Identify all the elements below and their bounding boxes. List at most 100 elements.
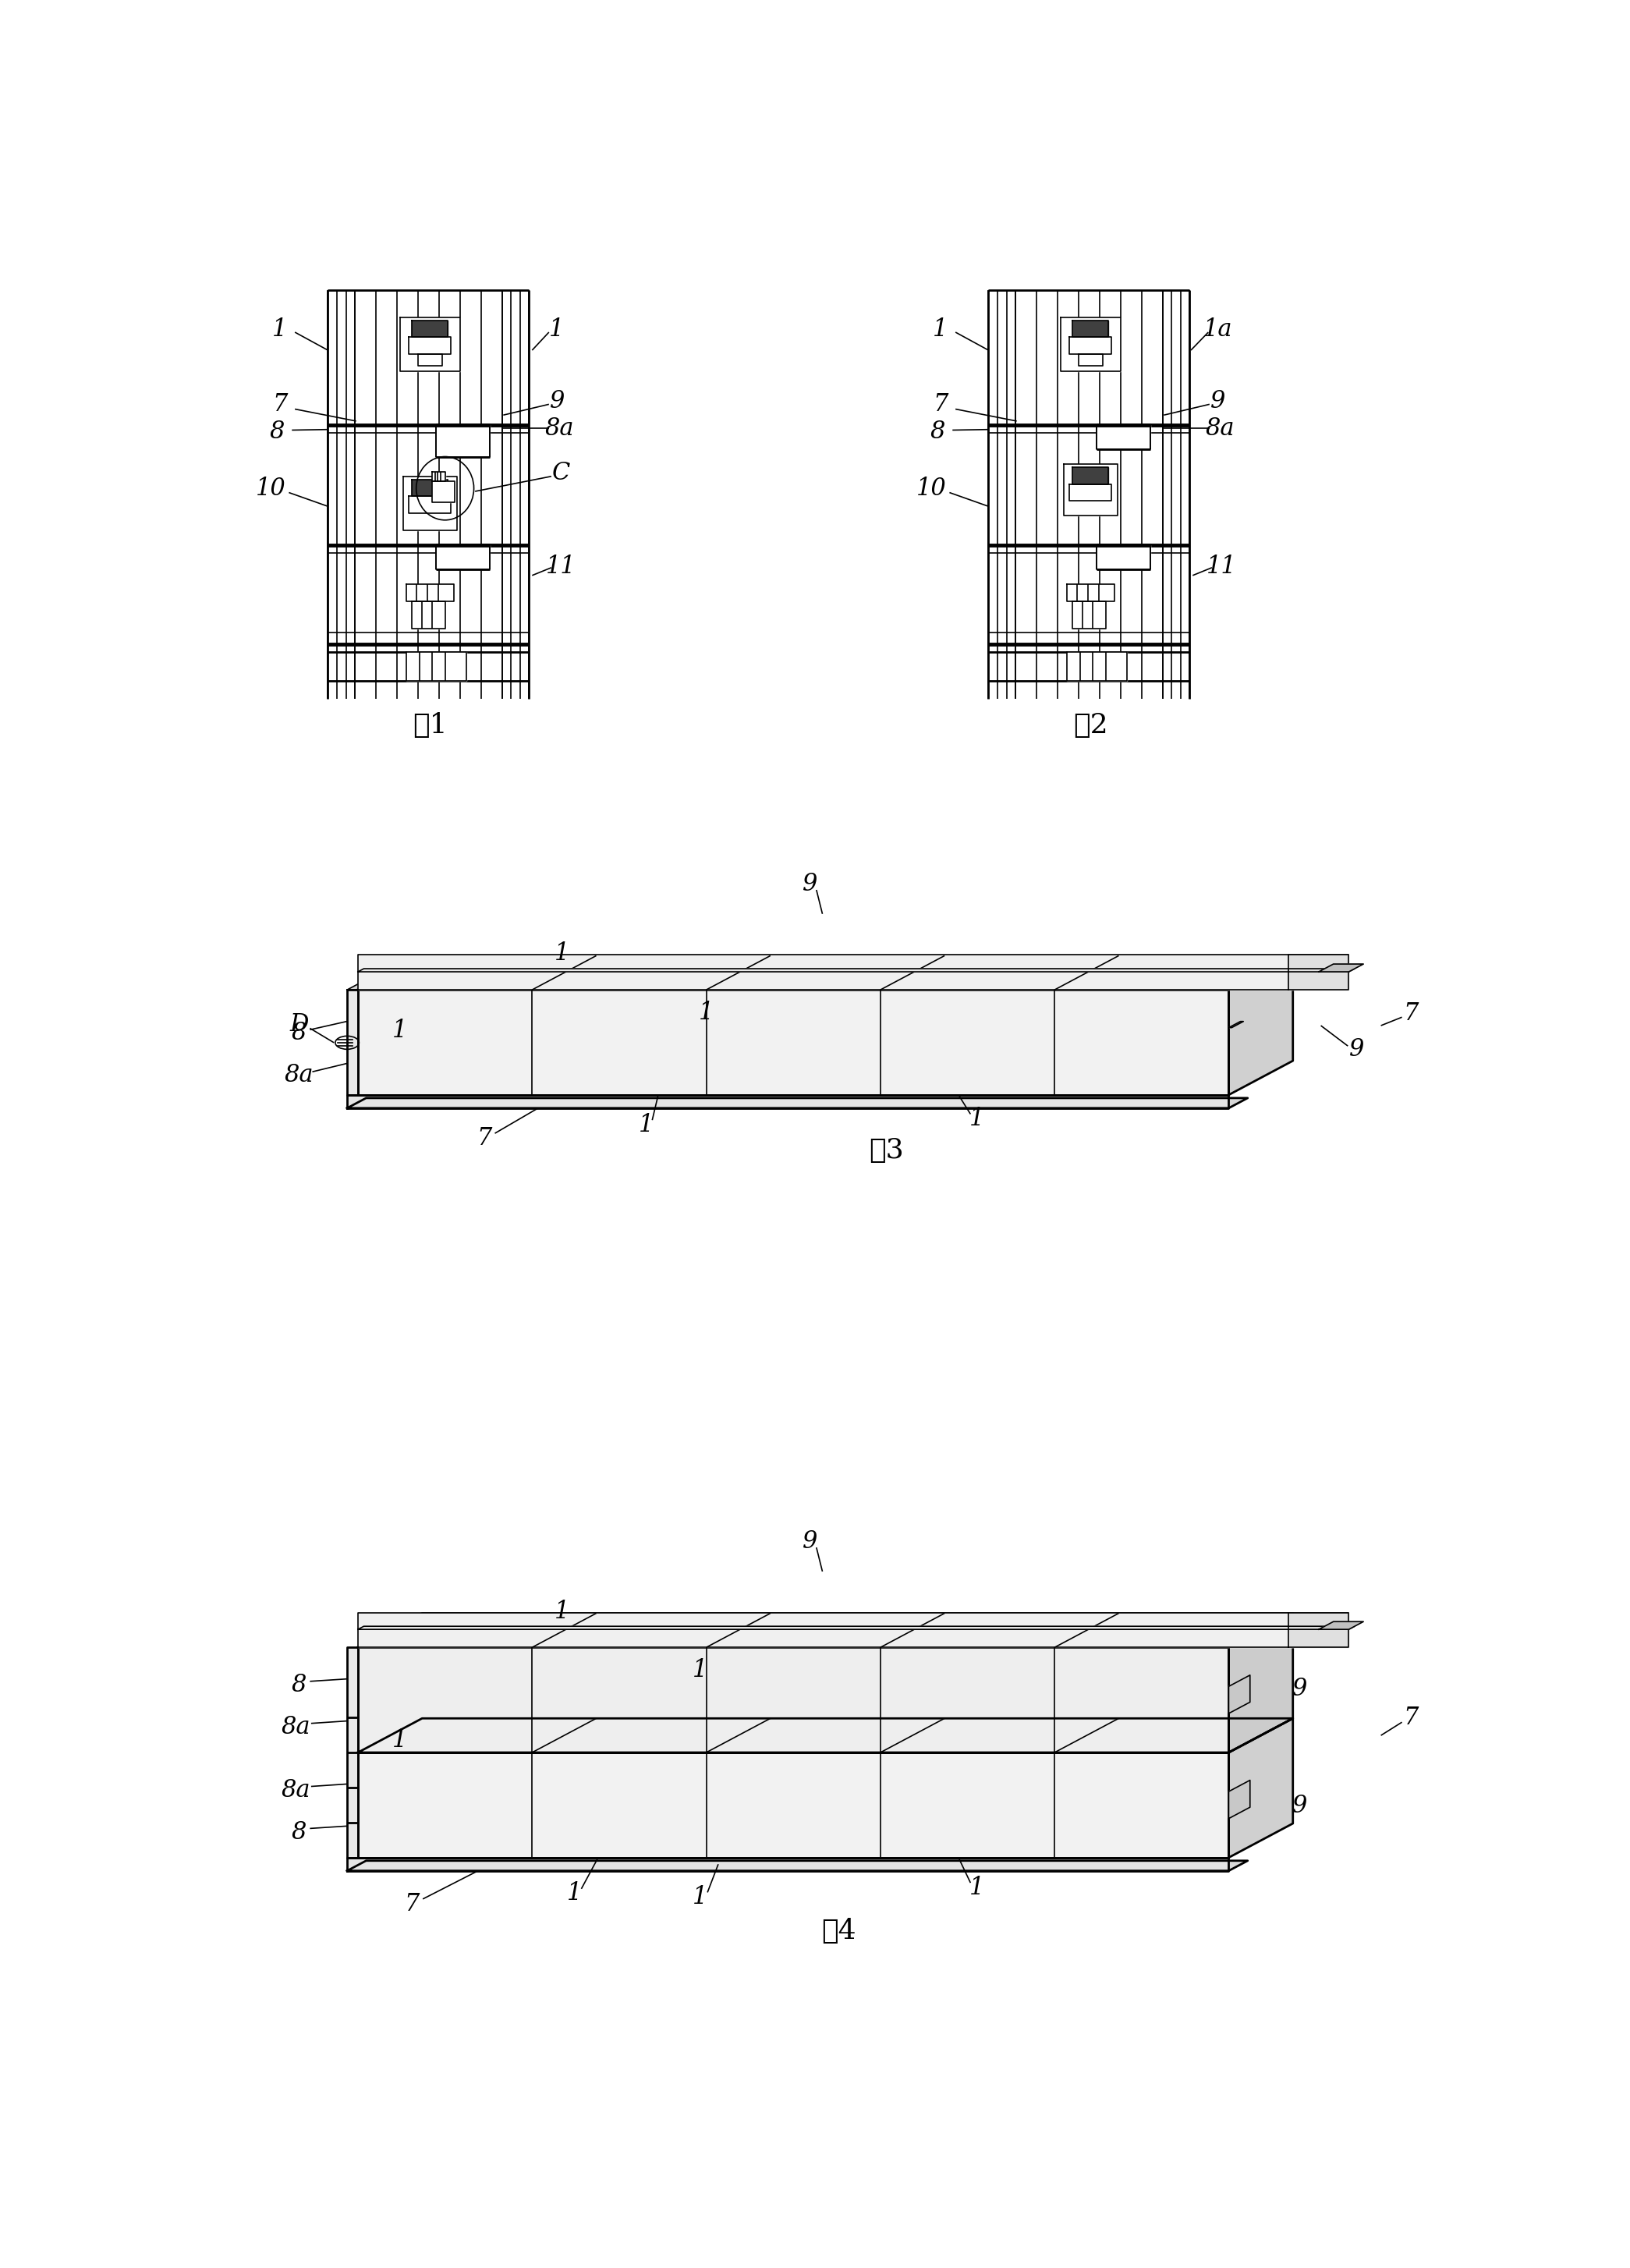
Text: 10: 10: [256, 476, 285, 501]
Text: 7: 7: [404, 1892, 419, 1916]
Polygon shape: [409, 338, 452, 354]
Polygon shape: [1289, 955, 1350, 989]
Polygon shape: [1064, 465, 1118, 515]
Polygon shape: [359, 1613, 1293, 1647]
Text: 1: 1: [554, 941, 570, 966]
Text: 1: 1: [932, 318, 949, 340]
Polygon shape: [1229, 955, 1293, 1095]
Text: 1: 1: [693, 1658, 707, 1683]
Text: 1: 1: [554, 1599, 570, 1624]
Polygon shape: [1069, 483, 1112, 501]
Polygon shape: [406, 585, 455, 601]
Text: 9: 9: [804, 1529, 818, 1554]
Text: 1: 1: [549, 318, 564, 340]
Text: 8: 8: [292, 1819, 306, 1844]
Polygon shape: [347, 1098, 1247, 1109]
Polygon shape: [399, 318, 460, 372]
Text: 8a: 8a: [1205, 417, 1234, 440]
Polygon shape: [359, 1626, 1355, 1628]
Polygon shape: [347, 1857, 1229, 1871]
Polygon shape: [1229, 1676, 1250, 1712]
Polygon shape: [359, 1719, 1293, 1753]
Text: 7: 7: [272, 392, 287, 417]
Polygon shape: [1061, 318, 1121, 372]
Text: 8: 8: [292, 1021, 306, 1046]
Text: 9: 9: [549, 390, 566, 413]
Text: 8: 8: [292, 1674, 306, 1696]
Text: 1: 1: [693, 1885, 707, 1910]
Text: 图2: 图2: [1073, 712, 1108, 739]
Polygon shape: [435, 426, 491, 458]
Polygon shape: [1069, 338, 1112, 354]
Text: D: D: [290, 1012, 308, 1036]
Text: 图1: 图1: [412, 712, 447, 739]
Polygon shape: [406, 653, 466, 680]
Text: C: C: [553, 460, 570, 485]
Polygon shape: [1066, 653, 1126, 680]
Text: 9: 9: [1350, 1036, 1364, 1061]
Text: 7: 7: [1403, 1002, 1418, 1025]
Text: 图4: 图4: [822, 1916, 856, 1944]
Polygon shape: [1289, 1613, 1350, 1647]
Polygon shape: [412, 479, 448, 497]
Polygon shape: [347, 980, 377, 989]
Polygon shape: [435, 544, 491, 569]
Polygon shape: [409, 497, 452, 513]
Polygon shape: [412, 601, 445, 628]
Text: 8a: 8a: [282, 1715, 311, 1740]
Text: 7: 7: [1403, 1706, 1418, 1730]
Text: 1: 1: [393, 1018, 408, 1043]
Polygon shape: [1319, 1622, 1363, 1628]
Polygon shape: [347, 1647, 359, 1857]
Polygon shape: [1097, 544, 1151, 569]
Polygon shape: [1229, 1719, 1293, 1857]
Polygon shape: [1319, 964, 1363, 971]
Text: 1: 1: [639, 1114, 654, 1136]
Text: 11: 11: [546, 553, 575, 578]
Text: 9: 9: [1211, 390, 1226, 413]
Text: 11: 11: [1206, 553, 1237, 578]
Text: 7: 7: [476, 1125, 492, 1150]
Polygon shape: [347, 1095, 1229, 1109]
Text: 1: 1: [567, 1882, 582, 1905]
Polygon shape: [1073, 467, 1108, 483]
Text: 10: 10: [916, 476, 947, 501]
Polygon shape: [347, 989, 359, 1095]
Text: 9: 9: [1293, 1794, 1307, 1819]
Text: 8a: 8a: [285, 1064, 313, 1086]
Polygon shape: [1066, 585, 1115, 601]
Polygon shape: [359, 968, 1355, 971]
Polygon shape: [359, 1753, 1229, 1857]
Text: 7: 7: [932, 392, 949, 417]
Polygon shape: [403, 476, 456, 531]
Text: 8: 8: [929, 420, 945, 442]
Polygon shape: [1229, 1613, 1293, 1753]
Text: 9: 9: [1293, 1676, 1307, 1701]
Polygon shape: [359, 955, 1293, 989]
Text: 1: 1: [699, 1000, 714, 1025]
Text: 8a: 8a: [282, 1778, 311, 1803]
Text: 1: 1: [272, 318, 287, 340]
Text: 8: 8: [269, 420, 285, 442]
Polygon shape: [1079, 354, 1102, 365]
Polygon shape: [412, 320, 448, 338]
Polygon shape: [359, 955, 1350, 989]
Polygon shape: [1229, 1021, 1244, 1027]
Polygon shape: [432, 472, 445, 481]
Polygon shape: [359, 1647, 1229, 1753]
Polygon shape: [432, 481, 455, 501]
Polygon shape: [347, 1860, 1247, 1871]
Text: 1a: 1a: [1203, 318, 1232, 340]
Text: 8a: 8a: [544, 417, 574, 440]
Text: 1: 1: [968, 1876, 985, 1901]
Text: 图3: 图3: [869, 1136, 905, 1163]
Polygon shape: [1229, 1780, 1250, 1819]
Polygon shape: [1073, 320, 1108, 338]
Text: 9: 9: [804, 871, 818, 896]
Polygon shape: [359, 989, 1229, 1095]
Polygon shape: [1073, 601, 1105, 628]
Polygon shape: [1097, 426, 1151, 449]
Text: 1: 1: [393, 1728, 408, 1753]
Text: 1: 1: [968, 1107, 985, 1132]
Polygon shape: [359, 1613, 1350, 1647]
